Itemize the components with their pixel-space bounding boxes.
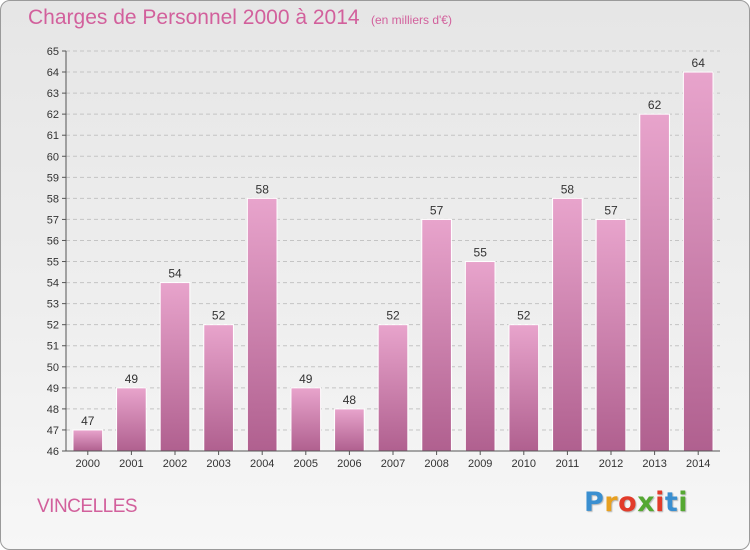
x-tick-label: 2005 bbox=[294, 458, 318, 470]
bar bbox=[595, 218, 627, 452]
x-tick-label: 2007 bbox=[381, 458, 405, 470]
logo-letter: x bbox=[637, 487, 656, 518]
bar bbox=[552, 197, 583, 452]
bar bbox=[203, 324, 234, 452]
y-tick-label: 57 bbox=[47, 214, 59, 226]
data-label: 57 bbox=[604, 203, 618, 217]
bar bbox=[334, 408, 365, 452]
data-label: 55 bbox=[474, 246, 488, 260]
logo-letter: i bbox=[655, 487, 665, 518]
x-tick-label: 2003 bbox=[206, 458, 230, 470]
y-tick-label: 60 bbox=[47, 151, 59, 163]
y-tick-label: 65 bbox=[47, 46, 59, 58]
bar bbox=[508, 324, 540, 452]
y-tick-label: 58 bbox=[47, 193, 59, 205]
data-label: 58 bbox=[256, 182, 270, 196]
data-label: 52 bbox=[212, 309, 226, 323]
bar bbox=[682, 71, 714, 452]
bar bbox=[159, 282, 191, 452]
y-tick-label: 63 bbox=[47, 88, 59, 100]
y-tick-label: 48 bbox=[47, 404, 59, 416]
x-tick-label: 2010 bbox=[512, 458, 536, 470]
x-tick-label: 2000 bbox=[76, 458, 100, 470]
data-label: 62 bbox=[648, 98, 662, 112]
x-tick-label: 2014 bbox=[686, 458, 710, 470]
bar bbox=[639, 113, 670, 452]
y-tick-label: 55 bbox=[47, 257, 59, 269]
y-tick-label: 49 bbox=[47, 383, 59, 395]
bar bbox=[290, 387, 322, 452]
bar bbox=[246, 197, 278, 452]
x-tick-label: 2012 bbox=[599, 458, 623, 470]
x-tick-label: 2006 bbox=[337, 458, 361, 470]
x-tick-label: 2008 bbox=[424, 458, 448, 470]
y-tick-label: 50 bbox=[47, 362, 59, 374]
x-tick-label: 2009 bbox=[468, 458, 492, 470]
x-tick-label: 2002 bbox=[163, 458, 187, 470]
chart-subtitle: (en milliers d'€) bbox=[371, 13, 452, 27]
logo-letter: i bbox=[678, 487, 689, 518]
x-tick-label: 2001 bbox=[119, 458, 143, 470]
data-label: 58 bbox=[561, 182, 575, 196]
logo-letter: t bbox=[664, 487, 679, 518]
commune-name: VINCELLES bbox=[37, 496, 138, 517]
data-label: 57 bbox=[430, 203, 444, 217]
data-label: 48 bbox=[343, 393, 357, 407]
y-tick-label: 56 bbox=[47, 235, 59, 247]
y-tick-label: 54 bbox=[47, 278, 59, 290]
x-tick-label: 2011 bbox=[556, 458, 580, 470]
y-tick-label: 59 bbox=[47, 172, 59, 184]
y-tick-label: 53 bbox=[47, 299, 59, 311]
x-tick-label: 2013 bbox=[642, 458, 666, 470]
y-tick-label: 51 bbox=[47, 341, 59, 353]
bar bbox=[464, 261, 496, 452]
y-tick-label: 62 bbox=[47, 109, 59, 121]
bar bbox=[377, 324, 409, 452]
data-label: 64 bbox=[692, 56, 706, 70]
data-label: 49 bbox=[125, 372, 139, 386]
bar bbox=[421, 218, 452, 452]
y-tick-label: 52 bbox=[47, 320, 59, 332]
y-tick-label: 46 bbox=[47, 446, 59, 458]
bar bbox=[116, 387, 147, 452]
data-label: 49 bbox=[299, 372, 313, 386]
data-label: 54 bbox=[168, 267, 182, 281]
data-label: 47 bbox=[81, 414, 95, 428]
logo-letter: P bbox=[584, 487, 605, 518]
y-tick-label: 47 bbox=[47, 425, 59, 437]
chart-title: Charges de Personnel 2000 à 2014 bbox=[28, 6, 360, 29]
x-tick-label: 2004 bbox=[250, 458, 274, 470]
y-tick-label: 64 bbox=[47, 67, 59, 79]
logo-letter: r bbox=[604, 487, 619, 518]
logo-letter: o bbox=[618, 487, 638, 518]
proxiti-logo: Proxiti bbox=[584, 487, 688, 518]
bar bbox=[72, 429, 104, 452]
data-label: 52 bbox=[517, 309, 531, 323]
y-tick-label: 61 bbox=[47, 130, 59, 142]
data-label: 52 bbox=[386, 309, 400, 323]
